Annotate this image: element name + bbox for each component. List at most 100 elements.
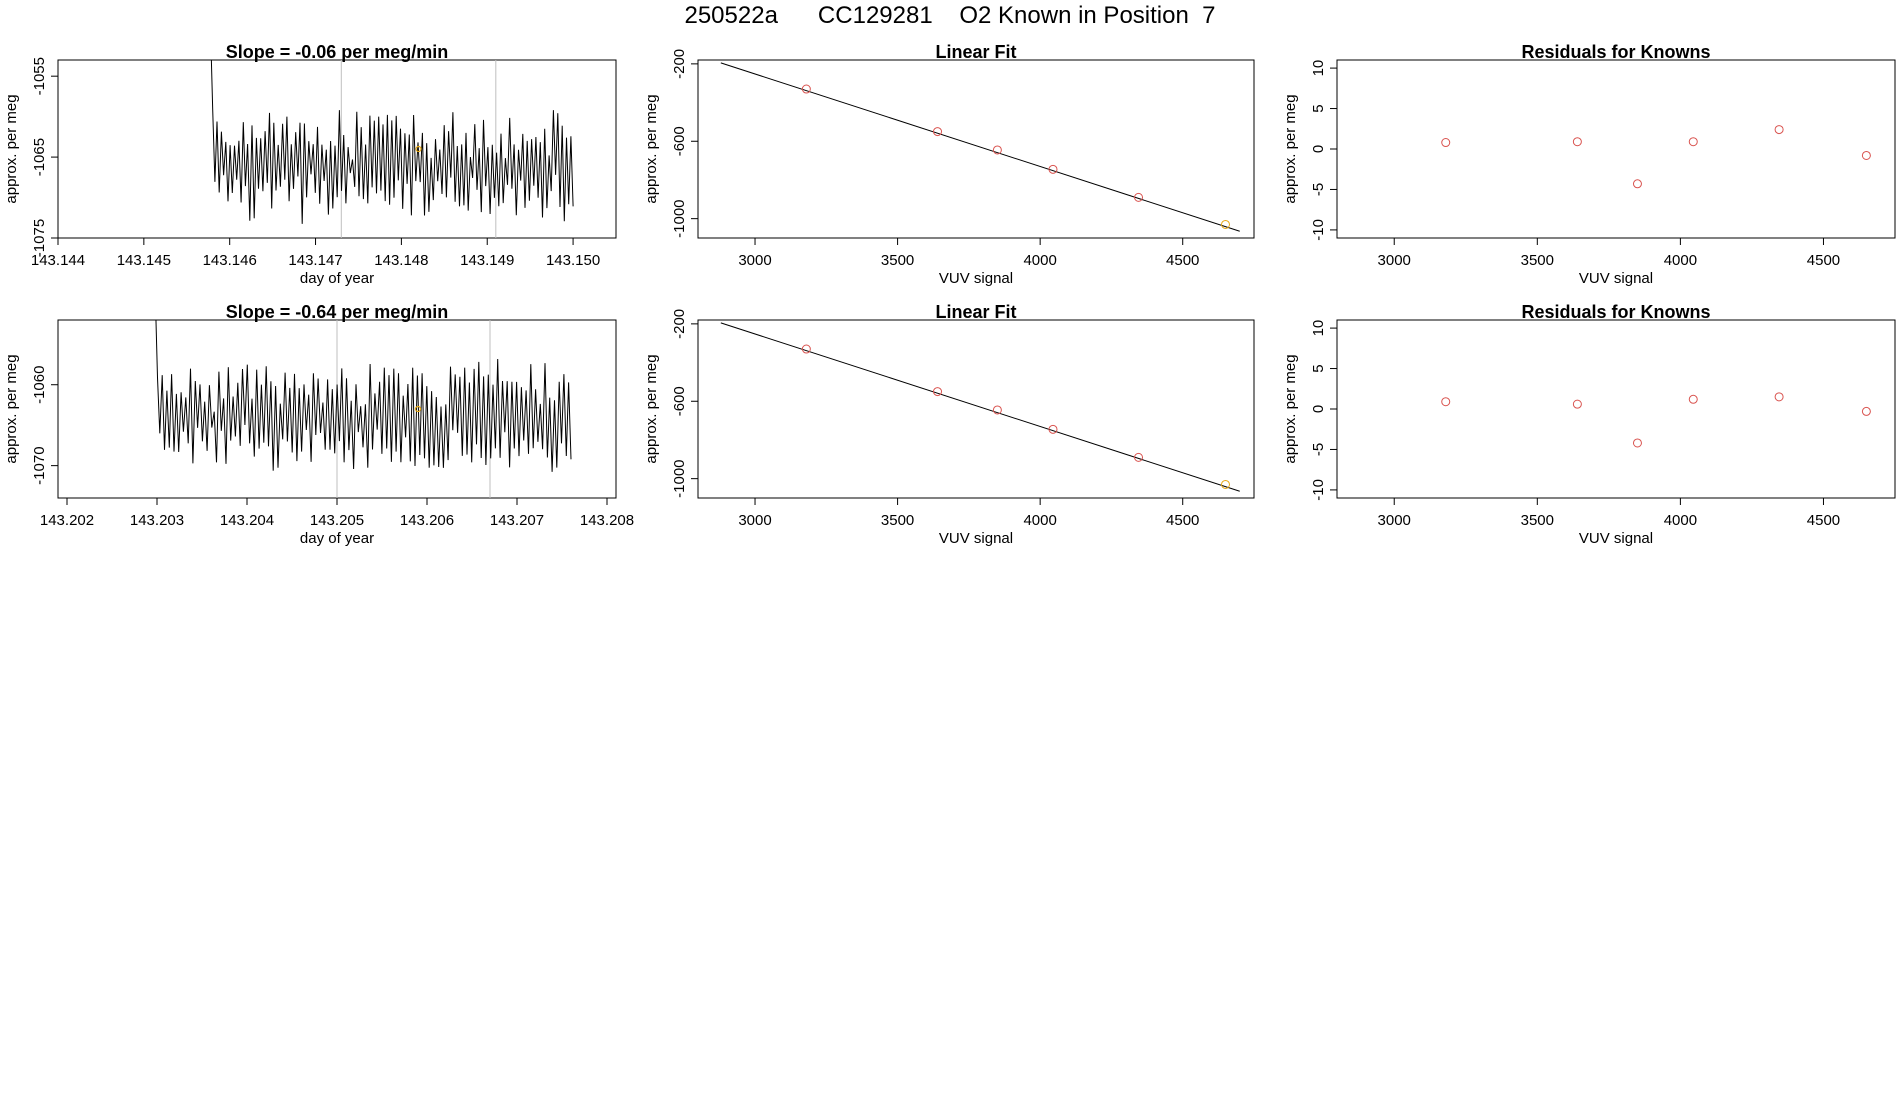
data-point xyxy=(801,344,811,354)
data-area xyxy=(155,320,572,498)
y-tick-label: -1070 xyxy=(31,446,48,484)
y-axis-label: approx. per meg xyxy=(3,354,20,463)
data-point xyxy=(992,405,1002,415)
y-tick-label: 10 xyxy=(1310,320,1327,337)
x-tick-label: 143.205 xyxy=(310,512,364,529)
panel-res1: Residuals for Knowns 3000 3500 4000 4500 VUV … xyxy=(1282,42,1896,287)
figure-title: 250522a CC129281 O2 Known in Position 7 xyxy=(684,2,1216,29)
y-tick-label: -200 xyxy=(671,309,688,339)
y-axis-label: approx. per meg xyxy=(1282,354,1299,463)
data-area xyxy=(1441,125,1871,189)
series-line-trace xyxy=(210,60,574,224)
x-axis-label: VUV signal xyxy=(1579,530,1653,547)
data-point xyxy=(1861,406,1871,416)
y-tick-label: -600 xyxy=(671,126,688,156)
y-tick-label: -10 xyxy=(1310,479,1327,501)
x-tick-label: 143.204 xyxy=(220,512,274,529)
data-point xyxy=(1220,479,1230,489)
panel-res2: Residuals for Knowns 3000 3500 4000 4500 VUV … xyxy=(1282,302,1896,547)
x-tick-label: 3000 xyxy=(1378,252,1411,269)
x-tick-label: 4000 xyxy=(1023,512,1056,529)
data-point xyxy=(933,387,943,397)
plot-title: Residuals for Knowns xyxy=(1521,42,1710,62)
x-tick-label: 3500 xyxy=(1521,252,1554,269)
data-point xyxy=(1441,138,1451,148)
data-area xyxy=(720,322,1240,492)
y-tick-label: 10 xyxy=(1310,60,1327,77)
y-tick-label: 0 xyxy=(1310,405,1327,413)
x-axis-label: day of year xyxy=(300,270,374,287)
y-axis-label: approx. per meg xyxy=(643,94,660,203)
fit-line xyxy=(720,322,1240,492)
x-tick-label: 143.144 xyxy=(31,252,85,269)
x-tick-label: 3000 xyxy=(1378,512,1411,529)
data-point xyxy=(1134,192,1144,202)
x-tick-label: 3500 xyxy=(881,252,914,269)
x-axis-label: VUV signal xyxy=(939,270,1013,287)
plot-title: Slope = -0.64 per meg/min xyxy=(226,302,449,322)
y-tick-label: -1000 xyxy=(671,459,688,497)
y-tick-label: 5 xyxy=(1310,104,1327,112)
x-axis-label: VUV signal xyxy=(939,530,1013,547)
y-axis-label: approx. per meg xyxy=(3,94,20,203)
x-tick-label: 143.208 xyxy=(580,512,634,529)
data-point xyxy=(1861,150,1871,160)
plot-frame xyxy=(1336,59,1896,239)
data-area xyxy=(720,62,1240,232)
panel-ts2: Slope = -0.64 per meg/min 143.202 143.203 1… xyxy=(3,302,634,547)
plot-frame xyxy=(697,59,1255,239)
highlight-point xyxy=(414,405,422,413)
x-tick-label: 3500 xyxy=(1521,512,1554,529)
y-tick-label: -10 xyxy=(1310,219,1327,241)
plot-title: Linear Fit xyxy=(935,302,1016,322)
plot-title: Residuals for Knowns xyxy=(1521,302,1710,322)
x-tick-label: 143.202 xyxy=(40,512,94,529)
data-point xyxy=(1441,397,1451,407)
data-point xyxy=(1632,438,1642,448)
y-tick-label: 0 xyxy=(1310,145,1327,153)
x-tick-label: 4000 xyxy=(1664,512,1697,529)
x-tick-label: 4000 xyxy=(1023,252,1056,269)
x-tick-label: 4500 xyxy=(1807,252,1840,269)
data-point xyxy=(1048,164,1058,174)
y-tick-label: -5 xyxy=(1310,443,1327,456)
x-tick-label: 3500 xyxy=(881,512,914,529)
data-point xyxy=(992,145,1002,155)
data-point xyxy=(933,127,943,137)
data-point xyxy=(1572,399,1582,409)
data-area xyxy=(1441,392,1871,448)
x-tick-label: 143.147 xyxy=(288,252,342,269)
x-tick-label: 3000 xyxy=(738,252,771,269)
x-tick-label: 143.148 xyxy=(374,252,428,269)
data-point xyxy=(1220,219,1230,229)
y-tick-label: -1000 xyxy=(671,199,688,237)
panel-fit1: Linear Fit 3000 3500 4000 4500 VUV signal -100… xyxy=(643,42,1255,287)
data-point xyxy=(1134,452,1144,462)
y-axis-label: approx. per meg xyxy=(643,354,660,463)
x-tick-label: 3000 xyxy=(738,512,771,529)
y-tick-label: 5 xyxy=(1310,364,1327,372)
y-tick-label: -600 xyxy=(671,386,688,416)
y-axis-label: approx. per meg xyxy=(1282,94,1299,203)
x-tick-label: 143.146 xyxy=(203,252,257,269)
plot-frame xyxy=(697,319,1255,499)
plot-frame xyxy=(1336,319,1896,499)
plot-title: Linear Fit xyxy=(935,42,1016,62)
x-tick-label: 143.145 xyxy=(117,252,171,269)
data-point xyxy=(1774,392,1784,402)
fit-line xyxy=(720,62,1240,232)
data-point xyxy=(1572,137,1582,147)
data-point xyxy=(1632,179,1642,189)
data-point xyxy=(1048,424,1058,434)
highlight-point xyxy=(415,145,422,153)
x-tick-label: 143.207 xyxy=(490,512,544,529)
x-tick-label: 143.150 xyxy=(546,252,600,269)
plot-title: Slope = -0.06 per meg/min xyxy=(226,42,449,62)
y-tick-label: -1075 xyxy=(31,219,48,257)
y-tick-label: -1060 xyxy=(31,366,48,404)
data-area xyxy=(210,60,574,238)
panel-ts1: Slope = -0.06 per meg/min 143.144 143.145 1… xyxy=(3,42,617,287)
x-tick-label: 143.206 xyxy=(400,512,454,529)
x-tick-label: 4500 xyxy=(1807,512,1840,529)
